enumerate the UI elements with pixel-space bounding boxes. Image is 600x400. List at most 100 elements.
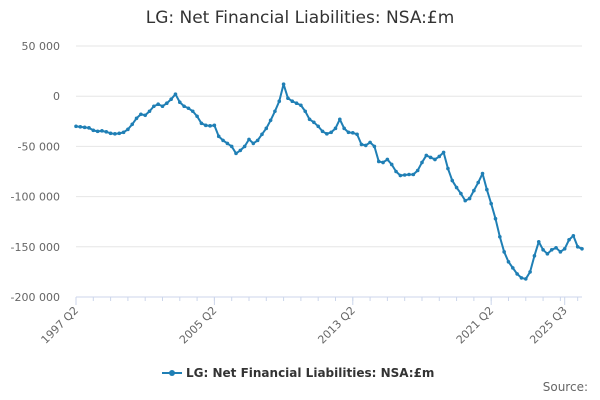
data-point (571, 233, 576, 238)
data-point (212, 123, 217, 128)
data-point (554, 246, 558, 250)
data-point (177, 100, 182, 105)
data-point (359, 142, 364, 147)
data-point (203, 123, 208, 128)
data-point (255, 138, 260, 143)
data-point (182, 104, 186, 109)
data-point (117, 131, 122, 136)
data-point (325, 132, 329, 136)
data-point (467, 196, 472, 201)
data-point (424, 153, 429, 158)
data-point (277, 99, 282, 104)
data-point (376, 159, 381, 164)
data-point (506, 260, 511, 264)
data-point (532, 254, 537, 258)
data-point (433, 157, 437, 162)
data-point (567, 237, 571, 242)
data-point (350, 131, 355, 135)
data-point (95, 129, 100, 134)
data-point (121, 130, 126, 135)
data-point (342, 126, 346, 131)
data-point (303, 109, 308, 114)
data-point (147, 109, 152, 114)
data-point (450, 178, 455, 183)
data-point (511, 266, 515, 270)
data-point (156, 102, 160, 107)
data-point (307, 117, 312, 122)
data-point (299, 103, 303, 108)
gridlines (76, 45, 582, 298)
data-point (126, 127, 130, 132)
data-point (312, 120, 316, 125)
data-point (281, 82, 286, 86)
data-point (260, 132, 264, 137)
data-point (472, 188, 476, 193)
data-point (74, 124, 78, 129)
data-point (216, 134, 221, 139)
data-point (476, 180, 481, 185)
data-point (242, 144, 247, 149)
y-tick-label: -50 000 (18, 140, 60, 153)
data-point (562, 247, 567, 251)
data-point (139, 112, 143, 117)
y-tick-label: -150 000 (11, 241, 60, 254)
series-line (75, 83, 583, 280)
data-point (264, 126, 269, 131)
data-point (389, 162, 394, 167)
x-tick-label: 2005 Q2 (177, 304, 220, 347)
data-point (229, 144, 234, 149)
data-point (294, 101, 299, 106)
x-tick-label: 2025 Q3 (527, 304, 570, 347)
data-point (338, 117, 342, 122)
data-point (104, 130, 109, 134)
chart-title: LG: Net Financial Liabilities: NSA:£m (145, 8, 455, 28)
data-point (480, 171, 485, 176)
data-point (221, 138, 225, 143)
series-layer (74, 82, 584, 281)
data-point (407, 172, 411, 177)
data-point (545, 252, 550, 256)
data-point (459, 191, 463, 196)
data-point (346, 130, 351, 135)
data-point (428, 155, 433, 160)
data-point (454, 185, 459, 190)
data-point (528, 270, 532, 274)
data-point (523, 277, 528, 281)
data-point (199, 121, 204, 126)
data-point (91, 128, 96, 133)
data-point (82, 125, 87, 130)
legend[interactable]: LG: Net Financial Liabilities: NSA:£m (162, 366, 434, 380)
data-point (363, 143, 368, 148)
data-point (580, 247, 584, 251)
data-point (446, 166, 450, 171)
data-point (515, 272, 519, 276)
data-point (437, 154, 442, 159)
data-point (411, 172, 416, 177)
data-point (268, 118, 273, 123)
data-point (247, 137, 251, 142)
data-point (160, 104, 165, 109)
data-point (394, 169, 398, 174)
data-point (143, 113, 147, 118)
data-point (519, 276, 524, 280)
data-point (502, 250, 506, 254)
data-point (273, 109, 277, 114)
data-point (195, 114, 199, 119)
data-point (381, 160, 385, 165)
data-point (78, 125, 83, 129)
data-point (493, 216, 498, 221)
data-point (130, 122, 135, 127)
data-point (225, 141, 230, 146)
data-point (113, 132, 117, 136)
axes: 50 000 0 -50 000 -100 000 -150 000 -200 00019… (11, 40, 582, 346)
data-point (541, 248, 545, 252)
data-point (498, 234, 502, 239)
data-point (251, 141, 256, 146)
data-point (575, 245, 580, 249)
data-point (169, 97, 173, 102)
data-point (549, 248, 554, 252)
data-point (316, 124, 320, 129)
data-point (329, 130, 333, 135)
data-point (398, 173, 403, 178)
